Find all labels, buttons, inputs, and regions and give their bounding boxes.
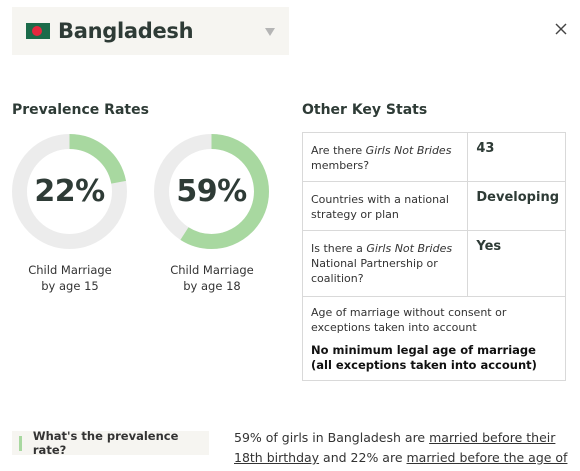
- donut-ring: [12, 134, 127, 249]
- stat-question: Is there a Girls Not Brides National Par…: [301, 230, 469, 297]
- table-row: Age of marriage without consent or excep…: [302, 296, 566, 381]
- answer-text-part: 59% of girls in Bangladesh are: [234, 430, 430, 445]
- rate-label-line: by age 15: [41, 279, 99, 293]
- stat-answer: 43: [467, 132, 566, 182]
- donut-chart-age-15: 22%: [11, 133, 128, 250]
- flag-disc: [32, 26, 42, 36]
- country-name: Bangladesh: [58, 19, 194, 43]
- stat-answer: Yes: [467, 230, 566, 297]
- stat-answer: Developing: [467, 181, 566, 231]
- rate-label-line: Child Marriage: [28, 263, 112, 277]
- key-stats-table: Are there Girls Not Brides members? 43 C…: [301, 132, 566, 381]
- faq-question-button[interactable]: What's the prevalence rate?: [12, 429, 209, 457]
- rate-label: Child Marriage by age 15: [0, 262, 140, 294]
- stat-question: Are there Girls Not Brides members?: [301, 132, 469, 182]
- rate-value: 22%: [34, 174, 105, 209]
- rate-value: 59%: [176, 174, 247, 209]
- country-dropdown[interactable]: Bangladesh: [12, 7, 289, 55]
- close-icon: [555, 23, 567, 35]
- close-button[interactable]: [552, 20, 570, 38]
- table-row: Is there a Girls Not Brides National Par…: [301, 230, 566, 297]
- link-married-before-18[interactable]: married before their 18th birthday: [234, 430, 556, 465]
- key-stats-title: Other Key Stats: [302, 102, 428, 118]
- rate-label-line: Child Marriage: [170, 263, 254, 277]
- rate-label-line: by age 18: [183, 279, 241, 293]
- stat-full-row: Age of marriage without consent or excep…: [302, 296, 566, 381]
- stat-question: Age of marriage without consent or excep…: [311, 306, 507, 334]
- stat-answer: No minimum legal age of marriage (all ex…: [311, 343, 537, 372]
- stat-question: Countries with a national strategy or pl…: [301, 181, 469, 231]
- faq-question-label: What's the prevalence rate?: [32, 429, 179, 457]
- faq-accent-bar: [19, 435, 22, 451]
- chevron-down-icon[interactable]: [265, 28, 275, 36]
- faq-answer: 59% of girls in Bangladesh are married b…: [234, 428, 574, 471]
- table-row: Countries with a national strategy or pl…: [301, 181, 566, 231]
- table-row: Are there Girls Not Brides members? 43: [301, 132, 566, 182]
- rate-label: Child Marriage by age 18: [142, 262, 282, 294]
- donut-ring: [154, 134, 269, 249]
- donut-chart-age-18: 59%: [153, 133, 270, 250]
- bangladesh-flag-icon: [26, 23, 50, 39]
- prevalence-title: Prevalence Rates: [12, 102, 149, 118]
- answer-text-part: and 22% are: [319, 450, 407, 465]
